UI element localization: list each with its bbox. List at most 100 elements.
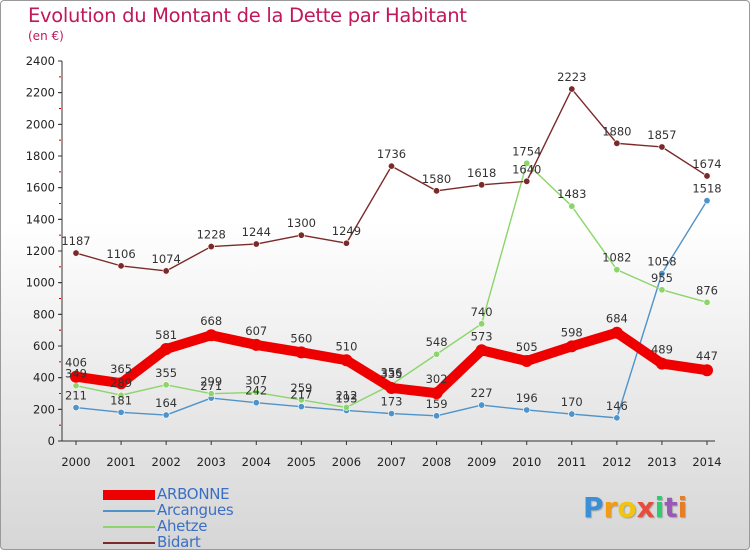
data-label: 289 xyxy=(110,376,132,390)
y-tick-label: 2000 xyxy=(26,117,55,131)
data-point xyxy=(70,370,82,383)
y-tick-label: 1600 xyxy=(26,181,55,195)
legend-label: Bidart xyxy=(157,533,201,550)
legend-label: ARBONNE xyxy=(157,485,230,503)
data-point xyxy=(433,412,441,420)
data-label: 170 xyxy=(561,395,583,409)
data-point xyxy=(475,344,488,357)
data-label: 159 xyxy=(426,397,448,411)
data-label: 349 xyxy=(65,367,87,381)
data-label: 598 xyxy=(561,325,583,339)
data-point xyxy=(701,364,713,377)
data-point xyxy=(252,240,260,248)
data-point xyxy=(568,202,576,210)
data-label: 2223 xyxy=(557,70,586,84)
data-point xyxy=(568,85,576,93)
data-point xyxy=(297,403,305,411)
data-point xyxy=(72,404,80,412)
data-point xyxy=(433,350,441,358)
data-label: 302 xyxy=(426,372,448,386)
data-label: 1483 xyxy=(557,187,586,201)
y-tick-label: 400 xyxy=(33,371,55,385)
data-point xyxy=(162,411,170,419)
data-point xyxy=(703,298,711,306)
y-tick-label: 1800 xyxy=(26,149,55,163)
data-label: 548 xyxy=(426,335,448,349)
data-label: 1857 xyxy=(647,128,676,142)
data-label: 259 xyxy=(290,381,312,395)
data-point xyxy=(297,396,305,404)
data-label: 684 xyxy=(606,312,628,326)
legend-swatch xyxy=(103,526,155,528)
data-point xyxy=(655,357,668,370)
data-point xyxy=(117,391,125,399)
data-label: 668 xyxy=(200,314,222,328)
data-point xyxy=(207,390,215,398)
data-point xyxy=(115,377,128,390)
data-point xyxy=(205,329,218,342)
data-label: 406 xyxy=(65,356,87,370)
y-tick-label: 2400 xyxy=(26,54,55,68)
y-tick-label: 600 xyxy=(33,339,55,353)
data-label: 876 xyxy=(696,283,718,297)
series-line-bidart xyxy=(75,88,708,272)
y-tick-label: 1200 xyxy=(26,244,55,258)
legend-swatch xyxy=(103,542,155,544)
data-point xyxy=(658,143,666,151)
data-label: 1880 xyxy=(602,124,631,138)
data-label: 510 xyxy=(335,339,357,353)
data-label: 1640 xyxy=(512,162,541,176)
data-label: 1106 xyxy=(106,247,135,261)
chart-title: Evolution du Montant de la Dette par Hab… xyxy=(28,4,467,27)
data-label: 271 xyxy=(200,379,222,393)
data-label: 1082 xyxy=(602,251,631,265)
data-label: 299 xyxy=(200,375,222,389)
legend-item: Ahetze xyxy=(103,518,363,535)
data-label: 1249 xyxy=(332,224,361,238)
legend-item: Arcangues xyxy=(103,502,363,519)
data-label: 560 xyxy=(290,331,312,345)
data-point xyxy=(295,346,308,359)
x-tick-label: 2003 xyxy=(197,455,226,469)
data-label: 173 xyxy=(381,395,403,409)
logo-letter: i xyxy=(677,491,688,524)
data-label: 1618 xyxy=(467,166,496,180)
chart-subtitle: (en €) xyxy=(28,29,64,43)
data-label: 356 xyxy=(381,366,403,380)
data-point xyxy=(433,187,441,195)
data-point xyxy=(387,162,395,170)
data-point xyxy=(520,355,533,368)
data-point xyxy=(523,177,531,185)
x-tick-label: 2012 xyxy=(602,455,631,469)
data-label: 242 xyxy=(245,384,267,398)
data-point xyxy=(340,354,353,367)
data-point xyxy=(162,267,170,275)
data-label: 740 xyxy=(471,305,493,319)
data-point xyxy=(252,388,260,396)
data-point xyxy=(478,181,486,189)
data-point xyxy=(610,326,623,339)
data-label: 1518 xyxy=(692,182,721,196)
data-label: 211 xyxy=(65,389,87,403)
data-point xyxy=(117,262,125,270)
data-point xyxy=(72,249,80,257)
legend-item: Bidart xyxy=(103,533,363,550)
data-point xyxy=(385,381,398,394)
data-point xyxy=(703,172,711,180)
proxiti-logo: Proxiti xyxy=(583,491,687,524)
x-tick-label: 2004 xyxy=(242,455,271,469)
data-point xyxy=(568,410,576,418)
data-point xyxy=(523,159,531,167)
data-label: 217 xyxy=(290,388,312,402)
x-tick-label: 2010 xyxy=(512,455,541,469)
data-point xyxy=(297,231,305,239)
x-tick-label: 2006 xyxy=(332,455,361,469)
data-point xyxy=(342,239,350,247)
x-tick-label: 2013 xyxy=(647,455,676,469)
x-tick-label: 2007 xyxy=(377,455,406,469)
data-label: 212 xyxy=(335,388,357,402)
y-tick-label: 800 xyxy=(33,307,55,321)
data-label: 607 xyxy=(245,324,267,338)
data-label: 365 xyxy=(110,362,132,376)
